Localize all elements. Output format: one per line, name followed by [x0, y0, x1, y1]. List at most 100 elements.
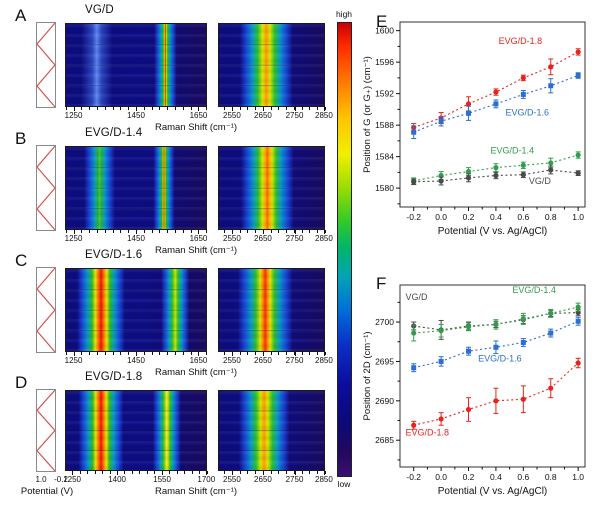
data-point	[548, 385, 554, 391]
data-point	[548, 330, 554, 336]
axis-minor-tick	[239, 107, 241, 110]
axis-minor-tick	[301, 230, 303, 233]
series-label: EVG/D-1.8	[499, 36, 543, 46]
axis-tick-label: 2550	[223, 356, 241, 365]
axis-major-tick	[262, 471, 264, 475]
axis-major-tick	[262, 230, 264, 234]
axis-minor-tick	[65, 107, 67, 110]
data-point	[575, 304, 581, 310]
y-tick-label: 1592	[375, 89, 394, 99]
axis-minor-tick	[182, 230, 184, 233]
data-point	[548, 310, 554, 316]
axis-minor-tick	[224, 471, 226, 474]
axis-minor-tick	[286, 471, 288, 474]
axis-minor-tick	[104, 352, 106, 355]
axis-minor-tick	[167, 352, 169, 355]
axis-minor-tick	[255, 471, 257, 474]
axis-minor-tick	[190, 230, 192, 233]
axis-minor-tick	[159, 107, 161, 110]
axis-tick-label: 2750	[285, 234, 304, 243]
y-tick-label: 1600	[375, 26, 394, 36]
data-point	[548, 160, 554, 166]
axis-minor-tick	[224, 352, 226, 355]
axis-minor-tick	[81, 107, 83, 110]
axis-minor-tick	[81, 352, 83, 355]
axis-minor-tick	[286, 352, 288, 355]
data-point	[493, 165, 499, 171]
axis-minor-tick	[159, 352, 161, 355]
cv-potential-waveform-icon	[36, 389, 56, 472]
axis-minor-tick	[146, 471, 148, 474]
axis-tick-label: 2850	[315, 234, 333, 243]
panel-letter-a: A	[15, 6, 27, 25]
data-point	[438, 358, 444, 364]
axis-tick-label: 1650	[189, 234, 208, 243]
y-tick-label: 1580	[375, 183, 394, 193]
axis-minor-tick	[325, 352, 326, 355]
axis-major-tick	[136, 230, 137, 234]
data-point	[520, 162, 526, 168]
data-point	[411, 330, 417, 336]
raman-shift-axis-label: Raman Shift (cm⁻¹)	[154, 245, 238, 256]
x-axis-title: Potential (V vs. Ag/AgCl)	[438, 226, 548, 237]
axis-tick-label: 1450	[127, 356, 145, 365]
axis-minor-tick	[167, 230, 169, 233]
data-point	[411, 422, 417, 428]
data-point	[575, 360, 581, 366]
axis-minor-tick	[239, 471, 241, 474]
data-point	[520, 340, 526, 346]
axis-major-tick	[323, 230, 325, 234]
axis-minor-tick	[293, 352, 295, 355]
data-point	[465, 168, 472, 175]
heatmap-title: EVG/D-1.8	[85, 371, 143, 383]
axis-tick-label: 2550	[223, 234, 241, 243]
axis-major-tick	[206, 471, 208, 475]
axis-tick-label: 2650	[254, 475, 272, 484]
chart-g-position: -0.2 0.0 0.2 0.4 0.6 0.8 1.0 1580 1584 1588 1592 15…	[362, 21, 586, 237]
axis-tick-label: 1450	[127, 234, 145, 243]
data-point	[438, 416, 444, 422]
axis-major-tick	[136, 107, 137, 111]
axis-major-tick	[262, 352, 264, 356]
axis-minor-tick	[317, 471, 319, 474]
y-tick-label: 2685	[375, 435, 394, 445]
y-tick-label: 1588	[375, 120, 394, 130]
series-label: EVG/D-1.6	[478, 353, 522, 363]
data-point	[411, 179, 417, 185]
axis-minor-tick	[102, 471, 104, 474]
axis-minor-tick	[255, 107, 257, 110]
axis-minor-tick	[112, 352, 114, 355]
panel-letter-c: C	[15, 251, 28, 270]
axis-tick-label: 2650	[254, 111, 272, 120]
axis-major-tick	[323, 352, 325, 356]
x-tick-label: 0.2	[463, 212, 475, 222]
axis-minor-tick	[184, 471, 186, 474]
axis-minor-tick	[325, 107, 326, 110]
axis-minor-tick	[278, 230, 280, 233]
axis-major-tick	[198, 352, 200, 356]
y-tick-label: 2690	[375, 396, 394, 406]
axis-minor-tick	[286, 107, 288, 110]
axis-minor-tick	[124, 471, 126, 474]
heatmap-dg-region	[65, 390, 207, 471]
axis-minor-tick	[159, 230, 161, 233]
axis-minor-tick	[309, 352, 311, 355]
axis-minor-tick	[286, 230, 288, 233]
data-point	[575, 170, 581, 176]
axis-minor-tick	[128, 352, 130, 355]
data-point	[520, 75, 526, 81]
axis-major-tick	[231, 230, 233, 234]
x-tick-label: 1.0	[572, 472, 584, 482]
axis-major-tick	[73, 230, 75, 234]
axis-tick-label: 1550	[153, 475, 171, 484]
axis-minor-tick	[255, 352, 257, 355]
axis-minor-tick	[317, 352, 319, 355]
axis-tick-label: 2850	[315, 111, 333, 120]
axis-minor-tick	[191, 471, 193, 474]
series-label: EVG/D-1.8	[405, 427, 449, 437]
axis-minor-tick	[151, 107, 153, 110]
axis-minor-tick	[239, 230, 241, 233]
cv-potential-waveform-icon	[36, 267, 56, 353]
axis-major-tick	[198, 230, 200, 234]
axis-minor-tick	[190, 107, 192, 110]
